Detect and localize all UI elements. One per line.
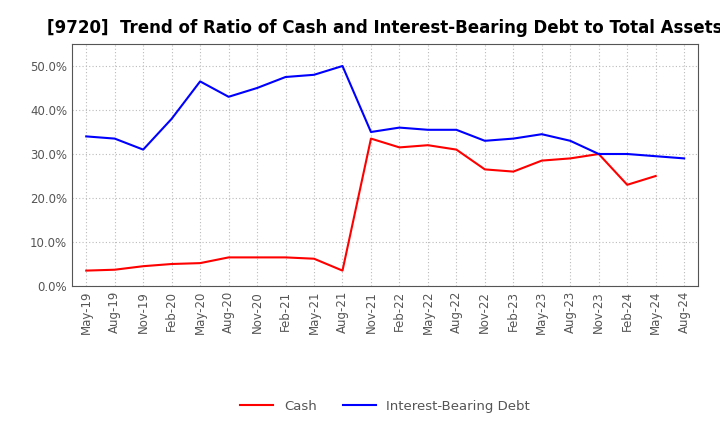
Interest-Bearing Debt [310, 72, 318, 77]
Interest-Bearing Debt [595, 151, 603, 157]
Cash [82, 268, 91, 273]
Line: Interest-Bearing Debt: Interest-Bearing Debt [86, 66, 684, 158]
Cash [537, 158, 546, 163]
Title: [9720]  Trend of Ratio of Cash and Interest-Bearing Debt to Total Assets: [9720] Trend of Ratio of Cash and Intere… [48, 19, 720, 37]
Interest-Bearing Debt [282, 74, 290, 80]
Cash [338, 268, 347, 273]
Interest-Bearing Debt [253, 85, 261, 91]
Cash [395, 145, 404, 150]
Interest-Bearing Debt [423, 127, 432, 132]
Interest-Bearing Debt [566, 138, 575, 143]
Interest-Bearing Debt [167, 116, 176, 121]
Interest-Bearing Debt [338, 63, 347, 69]
Interest-Bearing Debt [652, 154, 660, 159]
Cash [480, 167, 489, 172]
Interest-Bearing Debt [139, 147, 148, 152]
Interest-Bearing Debt [82, 134, 91, 139]
Cash [310, 256, 318, 261]
Interest-Bearing Debt [366, 129, 375, 135]
Cash [139, 264, 148, 269]
Cash [623, 182, 631, 187]
Interest-Bearing Debt [680, 156, 688, 161]
Cash [509, 169, 518, 174]
Cash [282, 255, 290, 260]
Cash [110, 267, 119, 272]
Interest-Bearing Debt [110, 136, 119, 141]
Interest-Bearing Debt [509, 136, 518, 141]
Cash [595, 151, 603, 157]
Cash [452, 147, 461, 152]
Interest-Bearing Debt [537, 132, 546, 137]
Line: Cash: Cash [86, 139, 656, 271]
Legend: Cash, Interest-Bearing Debt: Cash, Interest-Bearing Debt [235, 394, 536, 418]
Interest-Bearing Debt [196, 79, 204, 84]
Interest-Bearing Debt [225, 94, 233, 99]
Cash [196, 260, 204, 266]
Interest-Bearing Debt [452, 127, 461, 132]
Cash [652, 173, 660, 179]
Cash [566, 156, 575, 161]
Cash [423, 143, 432, 148]
Interest-Bearing Debt [623, 151, 631, 157]
Cash [167, 261, 176, 267]
Cash [366, 136, 375, 141]
Interest-Bearing Debt [395, 125, 404, 130]
Cash [253, 255, 261, 260]
Interest-Bearing Debt [480, 138, 489, 143]
Cash [225, 255, 233, 260]
